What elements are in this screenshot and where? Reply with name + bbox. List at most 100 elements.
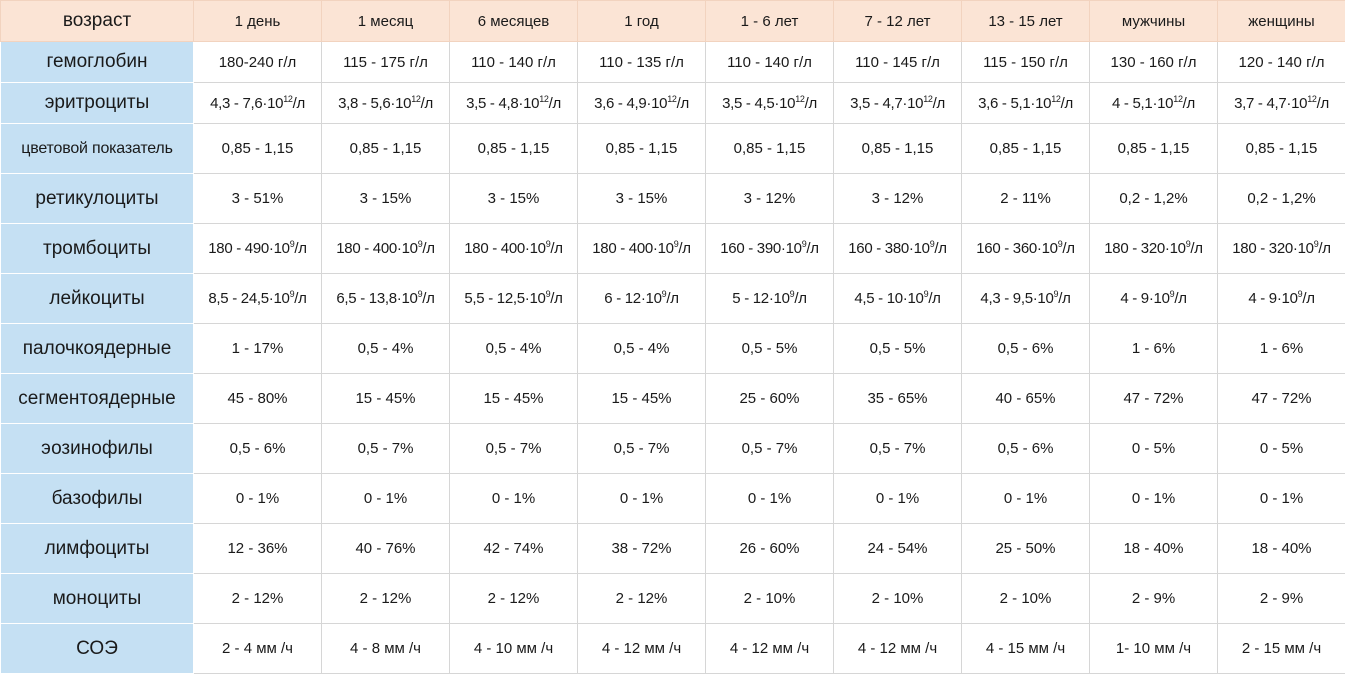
table-cell: 0,5 - 7%: [450, 424, 578, 474]
cell-value: 4 - 9·10: [1248, 290, 1297, 307]
column-header: 1 - 6 лет: [706, 1, 834, 42]
table-cell: 4 - 15 мм /ч: [962, 624, 1090, 674]
table-cell: 0,85 - 1,15: [834, 124, 962, 174]
cell-value: 160 - 390·10: [720, 240, 801, 257]
cell-unit: /л: [666, 290, 678, 307]
table-cell: 180 - 320·109/л: [1218, 224, 1345, 274]
cell-value: 180 - 320·10: [1104, 240, 1185, 257]
cell-value: 3,6 - 4,9·10: [594, 95, 667, 112]
table-cell: 0 - 1%: [1090, 474, 1218, 524]
cell-value: 180 - 400·10: [592, 240, 673, 257]
row-label: эритроциты: [1, 83, 194, 124]
table-cell: 3,5 - 4,8·1012/л: [450, 83, 578, 124]
table-cell: 0,5 - 4%: [578, 324, 706, 374]
column-header: женщины: [1218, 1, 1345, 42]
table-cell: 4 - 9·109/л: [1218, 274, 1345, 324]
table-cell: 0,5 - 5%: [706, 324, 834, 374]
table-cell: 2 - 9%: [1218, 574, 1345, 624]
table-cell: 45 - 80%: [194, 374, 322, 424]
table-cell: 0,85 - 1,15: [1218, 124, 1345, 174]
table-cell: 5,5 - 12,5·109/л: [450, 274, 578, 324]
table-cell: 0,5 - 6%: [962, 424, 1090, 474]
table-cell: 120 - 140 г/л: [1218, 42, 1345, 83]
table-cell: 0,85 - 1,15: [322, 124, 450, 174]
cell-unit: /л: [1302, 290, 1314, 307]
cell-unit: /л: [1317, 95, 1329, 112]
column-header: 1 год: [578, 1, 706, 42]
column-header: 7 - 12 лет: [834, 1, 962, 42]
cell-unit: /л: [805, 95, 817, 112]
cell-exponent: 12: [1307, 94, 1316, 104]
cell-unit: /л: [794, 290, 806, 307]
column-header: мужчины: [1090, 1, 1218, 42]
cell-exponent: 12: [1051, 94, 1060, 104]
table-cell: 5 - 12·109/л: [706, 274, 834, 324]
table-cell: 42 - 74%: [450, 524, 578, 574]
cell-value: 180 - 490·10: [208, 240, 289, 257]
cell-unit: /л: [421, 95, 433, 112]
table-cell: 3 - 15%: [450, 174, 578, 224]
table-cell: 130 - 160 г/л: [1090, 42, 1218, 83]
table-cell: 180 - 320·109/л: [1090, 224, 1218, 274]
table-cell: 18 - 40%: [1218, 524, 1345, 574]
table-cell: 2 - 9%: [1090, 574, 1218, 624]
column-header: 1 месяц: [322, 1, 450, 42]
row-label: эозинофилы: [1, 424, 194, 474]
cell-value: 4 - 9·10: [1120, 290, 1169, 307]
table-cell: 40 - 65%: [962, 374, 1090, 424]
table-cell: 110 - 140 г/л: [706, 42, 834, 83]
table-cell: 2 - 10%: [962, 574, 1090, 624]
table-cell: 2 - 12%: [322, 574, 450, 624]
column-header: 13 - 15 лет: [962, 1, 1090, 42]
cell-exponent: 12: [923, 94, 932, 104]
table-cell: 110 - 145 г/л: [834, 42, 962, 83]
table-cell: 0,85 - 1,15: [962, 124, 1090, 174]
row-label: базофилы: [1, 474, 194, 524]
table-cell: 4,3 - 9,5·109/л: [962, 274, 1090, 324]
cell-unit: /л: [422, 240, 434, 257]
cell-unit: /л: [1062, 240, 1074, 257]
table-cell: 180 - 400·109/л: [322, 224, 450, 274]
table-cell: 24 - 54%: [834, 524, 962, 574]
table-cell: 180-240 г/л: [194, 42, 322, 83]
table-cell: 15 - 45%: [450, 374, 578, 424]
table-cell: 0,85 - 1,15: [450, 124, 578, 174]
table-cell: 3 - 51%: [194, 174, 322, 224]
row-label: тромбоциты: [1, 224, 194, 274]
table-cell: 2 - 12%: [578, 574, 706, 624]
column-header: 1 день: [194, 1, 322, 42]
table-cell: 0,5 - 6%: [194, 424, 322, 474]
table-cell: 6,5 - 13,8·109/л: [322, 274, 450, 324]
table-cell: 0,5 - 7%: [834, 424, 962, 474]
cell-unit: /л: [1058, 290, 1070, 307]
table-cell: 1 - 6%: [1218, 324, 1345, 374]
table-cell: 3,8 - 5,6·1012/л: [322, 83, 450, 124]
row-label: цветовой показатель: [1, 124, 194, 174]
table-cell: 0 - 1%: [450, 474, 578, 524]
cell-unit: /л: [678, 240, 690, 257]
cell-value: 160 - 360·10: [976, 240, 1057, 257]
table-cell: 1 - 17%: [194, 324, 322, 374]
table-cell: 0 - 1%: [194, 474, 322, 524]
table-cell: 0 - 1%: [1218, 474, 1345, 524]
table-cell: 0 - 1%: [834, 474, 962, 524]
table-cell: 25 - 60%: [706, 374, 834, 424]
cell-unit: /л: [934, 240, 946, 257]
cell-value: 4,3 - 7,6·10: [210, 95, 283, 112]
cell-value: 8,5 - 24,5·10: [208, 290, 289, 307]
cell-value: 160 - 380·10: [848, 240, 929, 257]
table-cell: 6 - 12·109/л: [578, 274, 706, 324]
cell-value: 5 - 12·10: [732, 290, 789, 307]
table-cell: 180 - 400·109/л: [450, 224, 578, 274]
cell-exponent: 12: [667, 94, 676, 104]
cell-unit: /л: [550, 290, 562, 307]
table-cell: 3 - 12%: [706, 174, 834, 224]
table-cell: 3,7 - 4,7·1012/л: [1218, 83, 1345, 124]
table-cell: 12 - 36%: [194, 524, 322, 574]
cell-exponent: 12: [795, 94, 804, 104]
